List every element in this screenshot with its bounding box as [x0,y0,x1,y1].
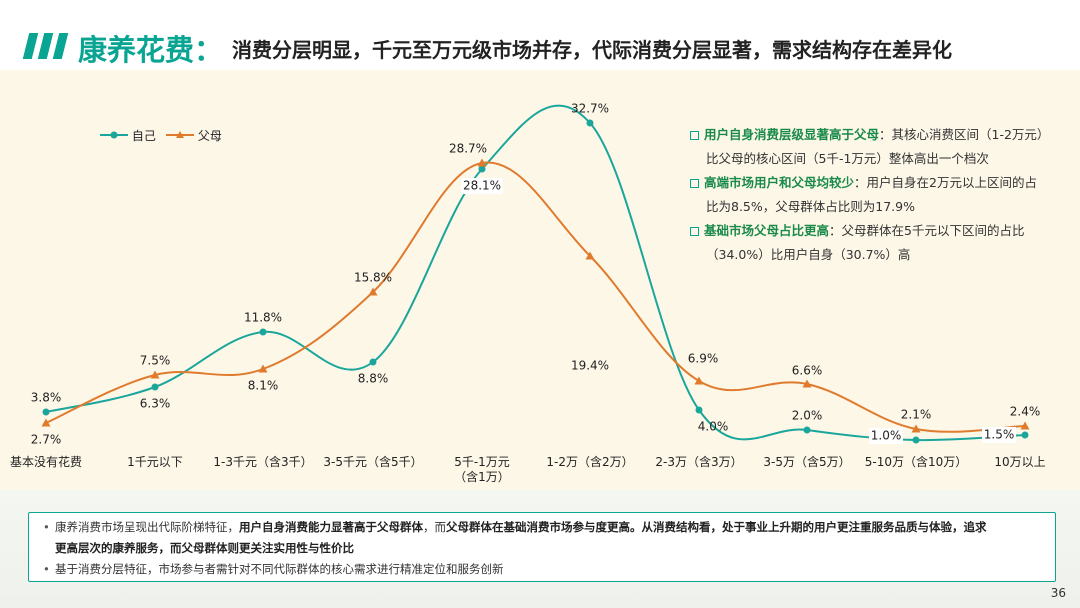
square-bullet-icon [690,179,699,188]
self-data-label-1: 6.3% [140,397,171,411]
summary-text: ，而 [423,520,446,534]
summary-text: 康养消费市场呈现出代际阶梯特征， [55,520,239,534]
x-axis-category-label: 5-10万（含10万） [864,455,968,469]
legend-label: 自己 [131,129,156,143]
x-axis-category-label: 基本没有花费 [9,455,82,469]
self-data-label-2: 11.8% [244,311,282,325]
self-data-label-3: 8.8% [358,372,389,386]
parents-data-label-2: 8.1% [248,379,279,393]
self-data-label-5: 32.7% [571,102,609,116]
summary-box: 康养消费市场呈现出代际阶梯特征，用户自身消费能力显著高于父母群体，而父母群体在基… [28,512,1056,582]
square-bullet-icon [690,227,699,236]
parents-point-3 [368,287,378,296]
data-label-background [869,428,903,444]
note-text: （34.0%）比用户自身（30.7%）高 [706,247,911,262]
parents-point-8 [911,424,921,433]
note-text: ：父母群体在5千元以下区间的占比 [829,223,1025,238]
parents-point-4 [477,158,487,167]
parents-data-label-9: 2.4% [1010,405,1041,419]
note-title: 用户自身消费层级显著高于父母 [704,127,880,142]
x-axis-category-label: 3-5万（含5万） [763,455,851,469]
parents-data-label-1: 7.5% [140,354,171,368]
self-point-2 [259,328,267,336]
note-2: 高端市场用户和父母均较少：用户自身在2万元以上区间的占 比为8.5%，父母群体占… [690,171,1070,219]
summary-emphasis: 父母群体在基础消费市场参与度更高。从消费结构看，处于事业上升期的用户更注重服务品… [446,520,987,534]
x-axis-category-label: 1千元以下 [127,455,183,469]
parents-data-label-5: 19.4% [571,359,609,373]
note-text: 比父母的核心区间（5千-1万元）整体高出一个档次 [706,151,989,166]
self-point-3 [369,358,377,366]
page-title: 康养花费： [78,33,224,67]
self-point-8 [912,436,920,444]
series-line-parents [45,161,1026,433]
summary-line-1: 康养消费市场呈现出代际阶梯特征，用户自身消费能力显著高于父母群体，而父母群体在基… [43,517,1045,559]
note-title: 高端市场用户和父母均较少 [704,175,855,190]
self-point-9 [1021,431,1029,439]
data-label-background [982,427,1016,443]
page-number: 36 [1050,586,1066,600]
note-text: 比为8.5%，父母群体占比则为17.9% [706,199,915,214]
note-text: ：其核心消费区间（1-2万元） [879,127,1050,142]
parents-point-2 [258,364,268,373]
self-data-label-6: 4.0% [698,420,729,434]
legend-line-circle-icon [100,131,128,139]
parents-data-label-4: 28.7% [449,142,487,156]
x-axis-category-label: 10万以上 [994,455,1046,469]
parents-point-0 [41,418,51,427]
title-bars-icon [22,33,70,59]
parents-point-9 [1020,421,1030,430]
parents-data-label-7: 6.6% [792,364,823,378]
insight-notes: 用户自身消费层级显著高于父母：其核心消费区间（1-2万元） 比父母的核心区间（5… [690,123,1070,267]
parents-point-5 [585,251,595,260]
self-point-1 [151,383,159,391]
header: 康养花费： 消费分层明显，千元至万元级市场并存，代际消费分层显著，需求结构存在差… [0,0,1080,70]
note-3: 基础市场父母占比更高：父母群体在5千元以下区间的占比 （34.0%）比用户自身（… [690,219,1070,267]
note-title: 基础市场父母占比更高 [704,223,830,238]
series-line-self [45,104,1026,442]
parents-point-1 [150,370,160,379]
self-data-label-9: 1.5% [984,428,1015,442]
x-axis-category-label: 2-3万（含3万） [655,455,743,469]
parents-point-6 [694,376,704,385]
note-1: 用户自身消费层级显著高于父母：其核心消费区间（1-2万元） 比父母的核心区间（5… [690,123,1070,171]
self-point-0 [42,408,50,416]
note-text: ：用户自身在2万元以上区间的占 [854,175,1037,190]
legend-line-triangle-icon [166,131,194,138]
legend-item-self: 自己 [100,127,156,144]
x-axis-labels: 基本没有花费 1千元以下 1-3千元（含3千） 3-5千元（含5千） 5千-1万元 （含… [0,455,1080,485]
legend-label: 父母 [197,129,222,143]
line-chart: 3.8% 6.3% 11.8% 8.8% 28.1% 32.7% 4.0% 2.0% 1.0% 1… [31,102,1041,447]
parents-data-label-0: 2.7% [31,433,62,447]
parents-data-label-6: 6.9% [688,352,719,366]
chart-background [0,70,1080,490]
parents-data-label-3: 15.8% [354,271,392,285]
self-data-label-4: 28.1% [463,179,501,193]
self-point-7 [803,426,811,434]
self-data-label-0: 3.8% [31,391,62,405]
self-point-5 [586,119,594,127]
summary-line-2: 基于消费分层特征，市场参与者需针对不同代际群体的核心需求进行精准定位和服务创新 [43,559,1045,580]
self-data-label-8: 1.0% [871,429,902,443]
summary-emphasis: 更高层次的康养服务，而父母群体则更关注实用性与性价比 [55,541,354,555]
summary-emphasis: 用户自身消费能力显著高于父母群体 [239,520,423,534]
x-axis-category-label: 1-3千元（含3千） [213,455,313,469]
x-axis-category-label: 1-2万（含2万） [546,455,634,469]
square-bullet-icon [690,131,699,140]
self-data-label-7: 2.0% [792,409,823,423]
legend-item-parents: 父母 [166,127,222,144]
self-point-6 [695,406,703,414]
x-axis-category-label: 3-5千元（含5千） [323,455,423,469]
data-label-background [461,178,503,194]
parents-data-label-8: 2.1% [901,408,932,422]
self-point-4 [478,165,486,173]
page-subtitle: 消费分层明显，千元至万元级市场并存，代际消费分层显著，需求结构存在差异化 [232,38,952,62]
x-axis-category-label: 5千-1万元 （含1万） [454,455,510,484]
parents-point-7 [802,379,812,388]
